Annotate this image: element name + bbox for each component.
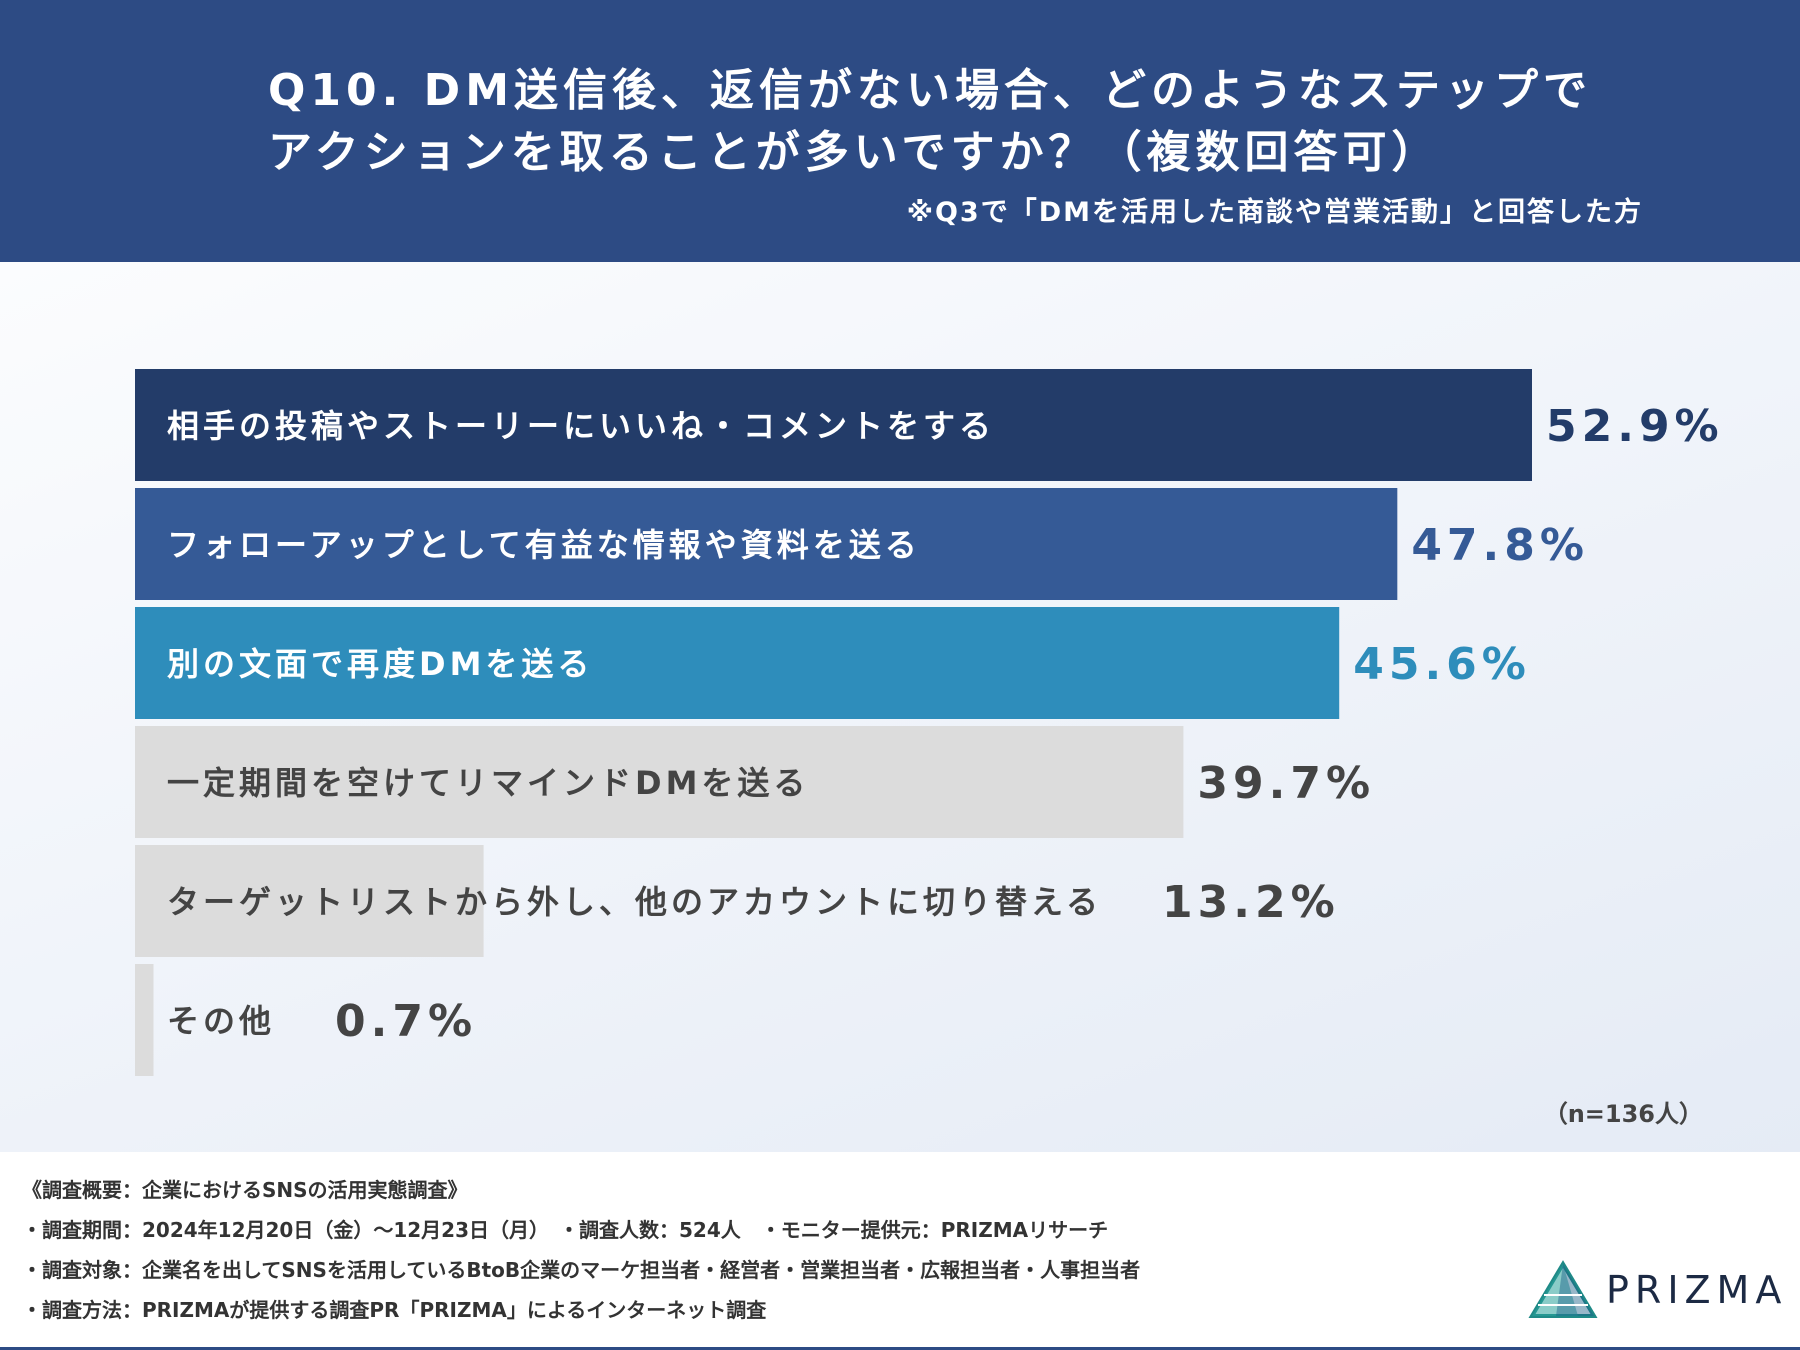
bar-1 bbox=[135, 369, 1532, 481]
prizma-logo: PRIZMA bbox=[1528, 1260, 1781, 1320]
footer: 《調査概要：企業におけるSNSの活用実態調査》 ・調査期間：2024年12月20… bbox=[0, 1152, 1800, 1350]
bar-category-label-5: ターゲットリストから外し、他のアカウントに切り替える bbox=[167, 883, 1102, 921]
bar-2 bbox=[135, 488, 1398, 600]
bar-category-label-1: 相手の投稿やストーリーにいいね・コメントをする bbox=[167, 407, 995, 445]
footer-rule bbox=[0, 1347, 1800, 1350]
chart-title-line-2: アクションを取ることが多いですか？（複数回答可） bbox=[268, 127, 1441, 178]
header-banner: Q10. DM送信後、返信がない場合、どのようなステップで アクションを取ること… bbox=[0, 0, 1800, 262]
bar-3 bbox=[135, 607, 1340, 719]
bar-5 bbox=[135, 845, 484, 957]
sample-size-label: （n=136人） bbox=[1543, 1100, 1703, 1128]
survey-method-note: ・調査方法：PRIZMAが提供する調査PR「PRIZMA」によるインターネット調… bbox=[22, 1298, 767, 1322]
survey-target-note: ・調査対象：企業名を出してSNSを活用しているBtoB企業のマーケ担当者・経営者… bbox=[22, 1258, 1141, 1282]
bar-chart: 相手の投稿やストーリーにいいね・コメントをする 52.9% フォローアップとして有益… bbox=[135, 369, 1724, 1076]
chart-title-line-1: Q10. DM送信後、返信がない場合、どのようなステップで bbox=[268, 65, 1592, 116]
bar-value-label-1: 52.9% bbox=[1546, 401, 1724, 452]
survey-overview-title: 《調査概要：企業におけるSNSの活用実態調査》 bbox=[22, 1178, 468, 1202]
bar-6 bbox=[135, 964, 154, 1076]
bar-4 bbox=[135, 726, 1184, 838]
bar-value-label-3: 45.6% bbox=[1353, 639, 1531, 690]
bar-value-label-4: 39.7% bbox=[1197, 758, 1375, 809]
bar-category-label-3: 別の文面で再度DMを送る bbox=[167, 645, 593, 683]
bar-value-label-5: 13.2% bbox=[1162, 877, 1340, 928]
chart-subtitle: ※Q3で「DMを活用した商談や営業活動」と回答した方 bbox=[906, 197, 1643, 228]
bar-category-label-2: フォローアップとして有益な情報や資料を送る bbox=[167, 526, 921, 564]
bar-category-label-4: 一定期間を空けてリマインドDMを送る bbox=[167, 764, 809, 802]
bar-value-label-2: 47.8% bbox=[1411, 520, 1589, 571]
survey-period-note: ・調査期間：2024年12月20日（金）～12月23日（月） ・調査人数：524… bbox=[22, 1218, 1109, 1242]
bar-category-label-6: その他 bbox=[167, 1002, 275, 1040]
prizma-triangle-logo-icon bbox=[1528, 1260, 1598, 1318]
bar-value-label-6: 0.7% bbox=[335, 996, 477, 1047]
prizma-logo-text: PRIZMA bbox=[1606, 1268, 1788, 1312]
